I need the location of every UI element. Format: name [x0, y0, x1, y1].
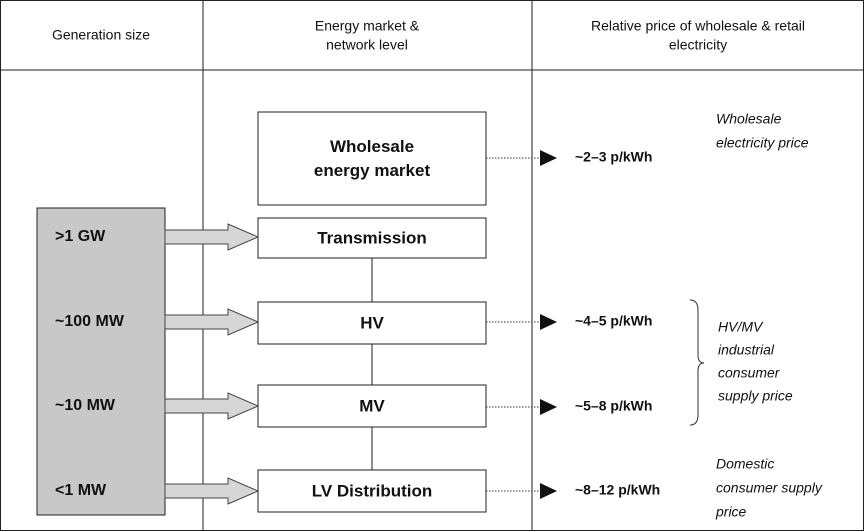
pointer: [540, 314, 557, 330]
arrow: [164, 308, 260, 336]
level-box: [257, 301, 487, 345]
note: Wholesale: [716, 111, 782, 127]
price: ~2–3 p/kWh: [575, 149, 652, 165]
header: network level: [326, 37, 408, 53]
note: HV/MV: [718, 319, 764, 335]
arrow: [164, 477, 260, 505]
level-box: [257, 111, 487, 206]
note: consumer supply: [716, 480, 823, 496]
level-label: Transmission: [317, 228, 427, 247]
note: industrial: [718, 342, 775, 358]
level-box: [257, 217, 487, 259]
level-label: LV Distribution: [312, 481, 433, 500]
generation-size: ~10 MW: [55, 397, 116, 414]
header: Relative price of wholesale & retail: [591, 18, 805, 34]
level-label: Wholesale: [330, 137, 414, 156]
level-label: energy market: [314, 161, 431, 180]
brace: [689, 299, 705, 426]
level-label: MV: [359, 396, 385, 415]
generation-size: <1 MW: [55, 482, 107, 499]
note: electricity price: [716, 135, 809, 151]
note: consumer: [718, 365, 781, 381]
pointer: [540, 483, 557, 499]
level-label: HV: [360, 313, 384, 332]
note: price: [715, 504, 747, 520]
price: ~5–8 p/kWh: [575, 398, 652, 414]
arrow: [164, 223, 260, 251]
header: Generation size: [52, 27, 150, 43]
note: Domestic: [716, 456, 774, 472]
header: electricity: [669, 37, 727, 53]
arrow: [164, 392, 260, 420]
price: ~4–5 p/kWh: [575, 313, 652, 329]
pointer: [540, 150, 557, 166]
generation-size: >1 GW: [55, 228, 106, 245]
pointer: [540, 399, 557, 415]
generation-size: ~100 MW: [55, 313, 125, 330]
level-box: [257, 384, 487, 428]
price: ~8–12 p/kWh: [575, 482, 660, 498]
header: Energy market &: [315, 18, 420, 34]
generation-bar: [36, 207, 166, 516]
content: >1 GW ~100 MW ~10 MW <1 MW Wholesale energy m…: [55, 111, 823, 520]
note: supply price: [718, 388, 793, 404]
